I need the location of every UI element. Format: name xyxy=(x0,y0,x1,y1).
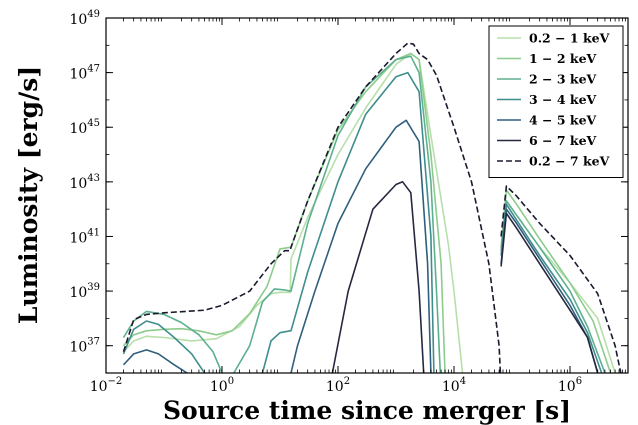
series-line-13 xyxy=(331,181,425,373)
series-line-14 xyxy=(500,212,599,373)
legend-label-1: 1 − 2 keV xyxy=(529,51,597,66)
series-line-15 xyxy=(122,42,502,373)
x-axis-title: Source time since merger [s] xyxy=(163,396,571,425)
y-tick-label-0: 1037 xyxy=(69,337,100,356)
series-line-9 xyxy=(500,203,603,373)
ticks-layer: 10−2 100 102 104 106 1037 1039 1041 1043 1045 1047… xyxy=(69,9,628,395)
y-tick-label-4: 1045 xyxy=(69,118,100,137)
y-tick-label-3: 1043 xyxy=(69,173,100,192)
x-tick-label-0: 10−2 xyxy=(90,376,123,395)
series-line-2 xyxy=(122,52,446,373)
x-tick-label-3: 104 xyxy=(442,376,466,395)
series-line-6 xyxy=(500,200,606,373)
series-line-8 xyxy=(261,71,435,373)
plot-frame xyxy=(105,17,629,374)
legend-box xyxy=(488,25,624,178)
legend-label-6: 0.2 − 7 keV xyxy=(529,154,610,169)
legend-label-0: 0.2 − 1 keV xyxy=(529,31,610,46)
series-line-7 xyxy=(122,320,206,373)
legend-label-4: 4 − 5 keV xyxy=(529,113,597,128)
series-line-0 xyxy=(122,52,464,373)
series-line-11 xyxy=(290,119,432,373)
y-tick-label-6: 1049 xyxy=(69,9,100,28)
legend: 0.2 − 1 keV 1 − 2 keV 2 − 3 keV 3 − 4 keV 4 … xyxy=(488,25,624,178)
y-axis-title: Luminosity [erg/s] xyxy=(14,66,43,324)
series-line-4 xyxy=(122,310,223,373)
series-line-16 xyxy=(500,185,622,373)
legend-label-3: 3 − 4 keV xyxy=(529,92,597,107)
legend-label-5: 6 − 7 keV xyxy=(529,133,597,148)
x-tick-label-2: 102 xyxy=(326,376,350,395)
legend-label-2: 2 − 3 keV xyxy=(529,72,597,87)
series-line-10 xyxy=(122,349,188,373)
y-tick-label-5: 1047 xyxy=(69,64,100,83)
x-tick-label-4: 106 xyxy=(558,376,582,395)
series-line-5 xyxy=(233,55,442,373)
x-tick-label-1: 100 xyxy=(210,376,234,395)
series-layer xyxy=(122,42,622,373)
y-tick-label-1: 1039 xyxy=(69,282,100,301)
y-tick-label-2: 1041 xyxy=(69,227,100,246)
